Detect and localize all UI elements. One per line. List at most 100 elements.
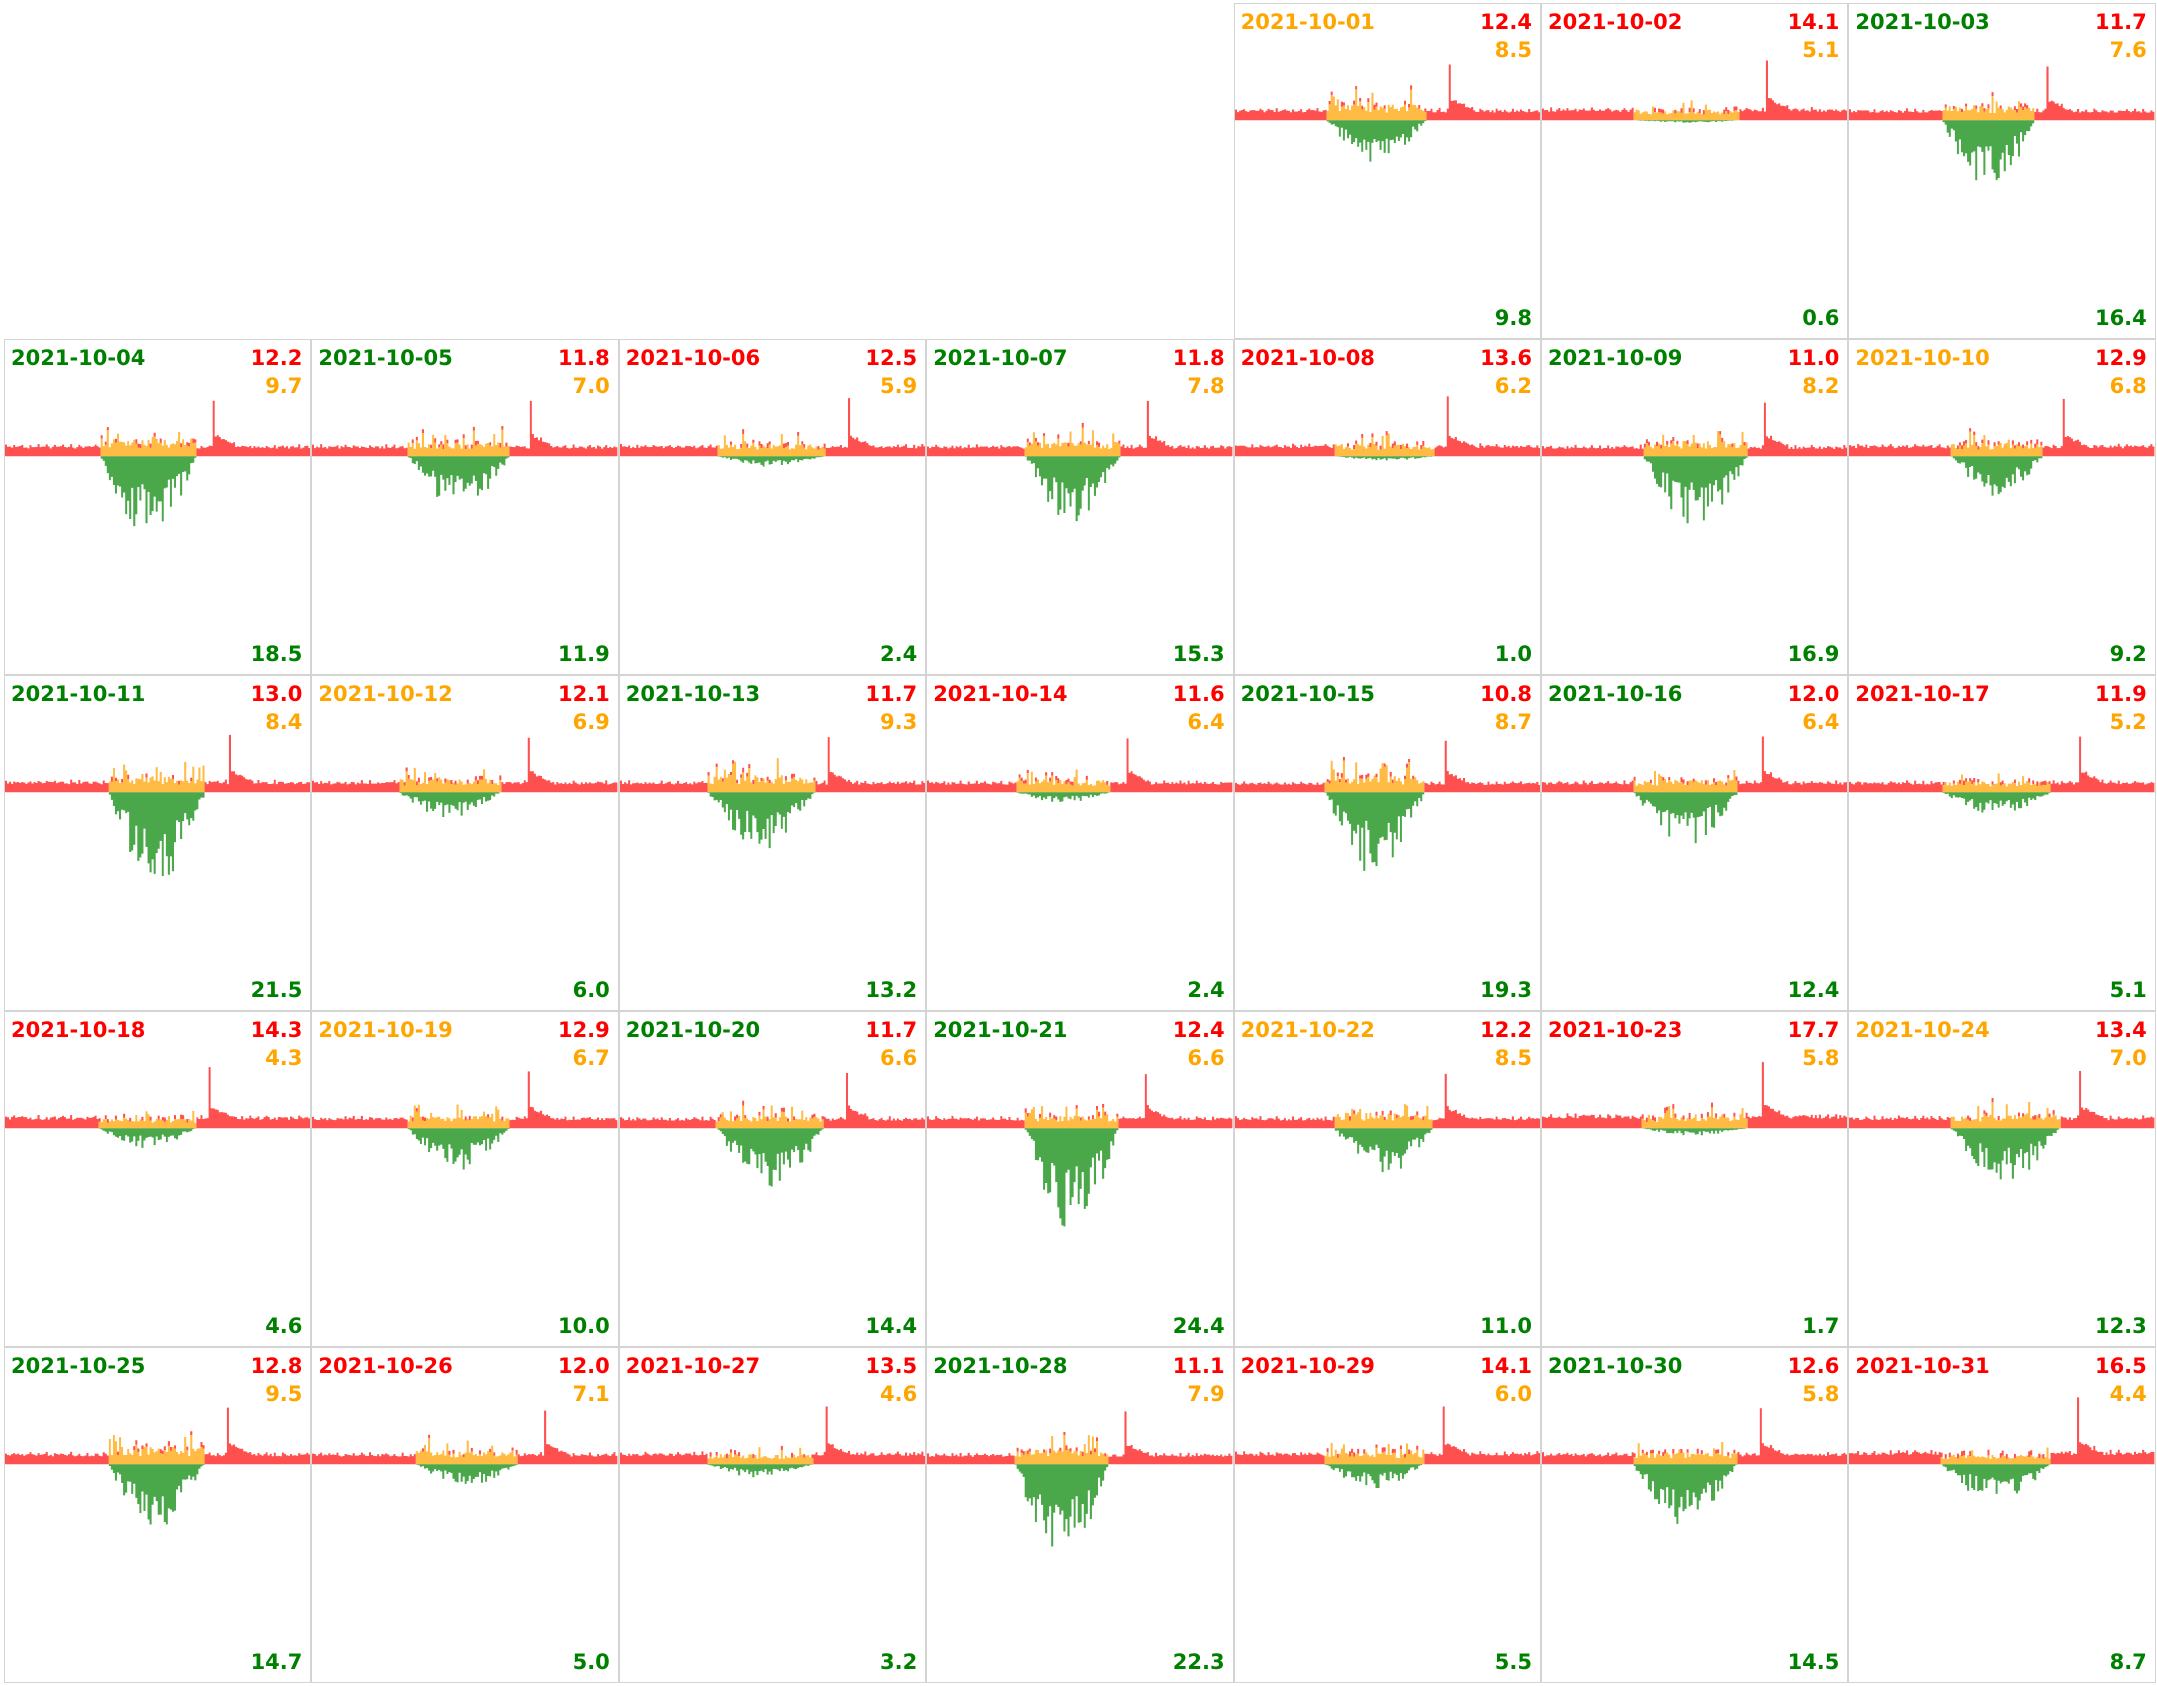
solar-production-value: 4.6 <box>265 1314 303 1338</box>
grid-import-value: 11.8 <box>1172 346 1225 370</box>
self-consumption-area <box>1542 1105 1848 1129</box>
grid-import-area <box>312 737 618 793</box>
solar-export-area <box>619 456 926 467</box>
solar-production-value: 11.0 <box>1480 1314 1532 1338</box>
day-panel: 2021-10-09 11.0 8.2 16.9 <box>1541 339 1849 675</box>
solar-export-area <box>1542 456 1848 524</box>
grid-import-value: 13.6 <box>1480 346 1532 370</box>
self-consumption-value: 5.2 <box>2109 710 2147 734</box>
solar-export-area <box>619 1464 926 1478</box>
solar-production-value: 8.7 <box>2109 1650 2147 1674</box>
grid-import-value: 11.1 <box>1172 1354 1225 1378</box>
solar-production-value: 16.4 <box>2094 306 2147 330</box>
day-energy-plot <box>5 1407 311 1525</box>
self-consumption-value: 5.9 <box>879 374 918 398</box>
day-panel: 2021-10-11 13.0 8.4 21.5 <box>4 675 312 1011</box>
solar-export-area <box>5 456 311 527</box>
day-date-label: 2021-10-30 <box>1548 1354 1683 1378</box>
grid-import-area <box>1234 1406 1540 1465</box>
self-consumption-area <box>1849 96 2155 121</box>
solar-export-area <box>619 792 926 849</box>
day-date-label: 2021-10-31 <box>1855 1354 1990 1378</box>
solar-export-area <box>927 456 1233 522</box>
day-date-label: 2021-10-01 <box>1240 10 1375 34</box>
grid-import-area <box>312 400 618 457</box>
day-panel: 2021-10-24 13.4 7.0 12.3 <box>1848 1011 2156 1347</box>
solar-export-area <box>1234 792 1540 871</box>
day-date-label: 2021-10-22 <box>1240 1018 1375 1042</box>
grid-import-area <box>5 1067 311 1129</box>
day-energy-plot <box>1849 736 2155 813</box>
self-consumption-value: 7.8 <box>1187 374 1225 398</box>
day-date-label: 2021-10-17 <box>1855 682 1990 706</box>
solar-export-area <box>5 792 311 877</box>
self-consumption-area <box>312 767 618 793</box>
self-consumption-area <box>1849 773 2155 793</box>
day-date-label: 2021-10-27 <box>625 1354 761 1378</box>
grid-import-value: 12.4 <box>1480 10 1532 34</box>
self-consumption-value: 8.2 <box>1802 374 1840 398</box>
day-energy-plot <box>312 400 618 497</box>
solar-export-area <box>1234 1464 1540 1488</box>
day-energy-plot <box>927 1074 1233 1227</box>
solar-production-value: 12.3 <box>2094 1314 2147 1338</box>
solar-production-value: 2.4 <box>879 642 918 666</box>
grid-import-area <box>5 734 311 793</box>
day-panel: 2021-10-14 11.6 6.4 2.4 <box>926 675 1234 1011</box>
day-energy-plot <box>1849 1397 2155 1494</box>
solar-production-value: 9.8 <box>1494 306 1532 330</box>
solar-production-value: 22.3 <box>1172 1650 1225 1674</box>
day-energy-plot <box>619 398 926 467</box>
grid-import-value: 16.5 <box>2094 1354 2147 1378</box>
grid-import-value: 11.0 <box>1787 346 1840 370</box>
day-energy-plot <box>5 400 311 527</box>
self-consumption-area <box>312 1104 618 1129</box>
self-consumption-value: 7.0 <box>2109 1046 2147 1070</box>
day-energy-plot <box>312 1410 618 1484</box>
day-panel: 2021-10-12 12.1 6.9 6.0 <box>311 675 619 1011</box>
day-energy-plot <box>927 1411 1233 1547</box>
day-date-label: 2021-10-14 <box>933 682 1068 706</box>
day-energy-plot <box>1849 66 2155 181</box>
self-consumption-value: 6.0 <box>1494 1382 1532 1406</box>
day-panel: 2021-10-17 11.9 5.2 5.1 <box>1848 675 2156 1011</box>
day-date-label: 2021-10-15 <box>1240 682 1375 706</box>
self-consumption-area <box>1234 1104 1540 1129</box>
self-consumption-value: 8.7 <box>1494 710 1532 734</box>
self-consumption-area <box>619 1105 926 1129</box>
day-panel: 2021-10-10 12.9 6.8 9.2 <box>1848 339 2156 675</box>
day-date-label: 2021-10-02 <box>1548 10 1683 34</box>
solar-export-area <box>312 1464 618 1484</box>
grid-import-value: 11.8 <box>557 346 610 370</box>
solar-export-area <box>5 1464 311 1525</box>
solar-production-value: 1.0 <box>1494 642 1532 666</box>
solar-production-value: 5.0 <box>572 1650 610 1674</box>
day-panel: 2021-10-04 12.2 9.7 18.5 <box>4 339 312 675</box>
solar-export-area <box>312 792 618 817</box>
day-panel: 2021-10-02 14.1 5.1 0.6 <box>1541 3 1849 339</box>
self-consumption-value: 6.2 <box>1494 374 1532 398</box>
day-panel: 2021-10-19 12.9 6.7 10.0 <box>311 1011 619 1347</box>
self-consumption-area <box>927 1435 1233 1465</box>
solar-production-value: 21.5 <box>250 978 303 1002</box>
grid-import-value: 13.5 <box>865 1354 918 1378</box>
day-panel: 2021-10-28 11.1 7.9 22.3 <box>926 1347 1234 1683</box>
day-date-label: 2021-10-07 <box>933 346 1068 370</box>
self-consumption-value: 5.8 <box>1802 1382 1840 1406</box>
day-date-label: 2021-10-05 <box>318 346 453 370</box>
grid-import-area <box>1849 736 2155 793</box>
day-energy-plot <box>1542 402 1848 524</box>
solar-production-value: 0.6 <box>1802 306 1840 330</box>
grid-import-area <box>1849 66 2155 121</box>
solar-production-value: 14.7 <box>250 1650 303 1674</box>
day-panel: 2021-10-06 12.5 5.9 2.4 <box>618 339 927 675</box>
solar-export-area <box>1849 792 2155 813</box>
day-date-label: 2021-10-23 <box>1548 1018 1683 1042</box>
grid-import-value: 10.8 <box>1480 682 1532 706</box>
solar-export-area <box>312 456 618 497</box>
day-energy-plot <box>1542 736 1848 844</box>
grid-import-value: 13.0 <box>250 682 303 706</box>
grid-import-area <box>927 1074 1233 1129</box>
day-energy-plot <box>312 1071 618 1170</box>
grid-import-area <box>927 1411 1233 1465</box>
